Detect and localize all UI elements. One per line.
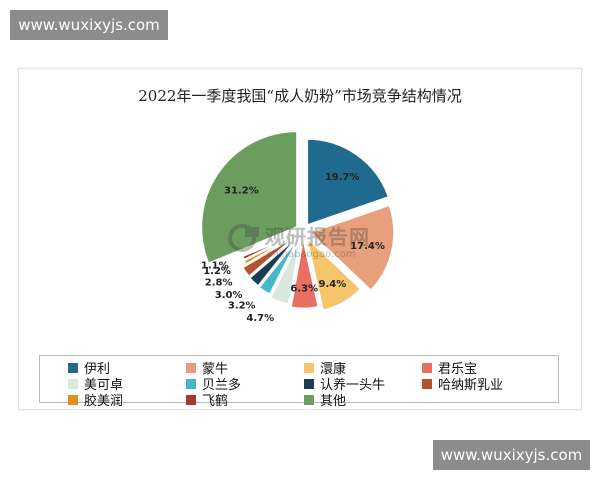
legend-swatch	[68, 394, 78, 405]
data-label-3: 6.3%	[290, 283, 318, 294]
logo-sub-text: chinabaogao.com	[267, 249, 356, 260]
legend-swatch	[422, 378, 432, 389]
legend-label: 蒙牛	[202, 362, 229, 377]
chart-legend: 伊利 蒙牛 澴康 君乐宝美可卓 贝兰多 认养一头牛 哈纳斯乳业胶美润 飞鹤 其他	[39, 355, 559, 409]
legend-label: 君乐宝	[438, 362, 478, 377]
pie-chart: 19.7% 17.4% 9.4%6.3% 4.7%3.2%3.0%2.8%1.2%1.…	[200, 130, 396, 324]
data-label-10: 31.2%	[224, 186, 259, 197]
logo-main-text: 观研报告网	[265, 225, 370, 249]
data-label-9: 1.1%	[201, 261, 229, 272]
pie-slice-4	[268, 237, 302, 306]
data-label-1: 17.4%	[350, 241, 385, 252]
data-label-4: 4.7%	[246, 313, 274, 324]
data-label-6: 3.0%	[215, 290, 243, 301]
legend-label: 飞鹤	[202, 394, 229, 409]
legend-swatch	[68, 362, 78, 373]
legend-item-8: 胶美润	[68, 390, 123, 409]
pie-slice-3	[289, 237, 320, 310]
legend-item-2: 澴康	[304, 358, 346, 377]
legend-label: 贝兰多	[202, 378, 242, 393]
legend-item-1: 蒙牛	[186, 358, 228, 377]
pie-slice-5	[257, 236, 301, 296]
pie-slice-10	[200, 130, 299, 265]
legend-item-5: 贝兰多	[186, 374, 241, 393]
legend-item-3: 君乐宝	[422, 358, 477, 377]
pie-slice-2	[304, 234, 363, 312]
legend-swatch	[186, 378, 196, 389]
pie-slice-9	[241, 232, 298, 262]
legend-label: 认养一头牛	[320, 378, 386, 393]
legend-item-6: 认养一头牛	[304, 374, 385, 393]
legend-label: 伊利	[84, 362, 111, 377]
pie-slice-6	[248, 235, 299, 288]
data-label-5: 3.2%	[228, 301, 256, 312]
legend-item-7: 哈纳斯乳业	[422, 374, 503, 393]
legend-swatch	[186, 362, 196, 373]
data-label-8: 1.2%	[203, 266, 231, 277]
site-logo-watermark: 观研报告网 chinabaogao.com	[227, 221, 387, 271]
legend-label: 胶美润	[84, 394, 124, 409]
watermark-top: www.wuxixyjs.com	[10, 10, 168, 40]
legend-swatch	[304, 394, 314, 405]
pie-slice-0	[306, 137, 391, 227]
logo-mark-icon	[228, 224, 259, 252]
legend-label: 美可卓	[84, 378, 124, 393]
legend-swatch	[68, 378, 78, 389]
pie-slice-7	[241, 234, 298, 279]
legend-swatch	[422, 362, 432, 373]
legend-swatch	[186, 394, 196, 405]
data-label-7: 2.8%	[205, 278, 233, 289]
chart-title: 2022年一季度我国“成人奶粉”市场竞争结构情况	[138, 87, 462, 105]
chart-panel: 2022年一季度我国“成人奶粉”市场竞争结构情况 19.7% 17.4% 9.4% 6…	[18, 68, 582, 410]
legend-item-0: 伊利	[68, 358, 110, 377]
legend-label: 澴康	[320, 362, 347, 377]
data-label-2: 9.4%	[319, 279, 347, 290]
legend-item-9: 飞鹤	[186, 390, 228, 409]
legend-swatch	[304, 362, 314, 373]
legend-label: 哈纳斯乳业	[438, 378, 504, 393]
watermark-bottom: www.wuxixyjs.com	[433, 440, 590, 470]
data-label-0: 19.7%	[325, 172, 360, 183]
pie-slice-1	[307, 203, 396, 293]
legend-item-4: 美可卓	[68, 374, 123, 393]
legend-swatch	[304, 378, 314, 389]
legend-label: 其他	[320, 394, 347, 409]
legend-item-10: 其他	[304, 390, 346, 409]
